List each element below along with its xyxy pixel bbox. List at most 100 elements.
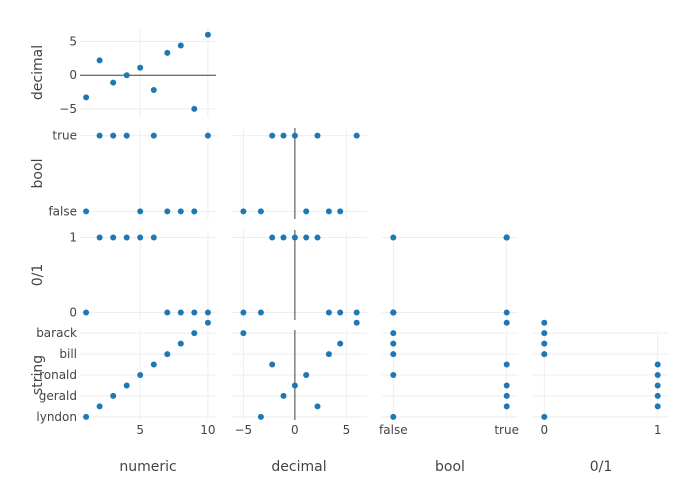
panel-01-vs-numeric	[80, 230, 216, 320]
data-point	[390, 340, 397, 347]
x-tick-label: false	[379, 423, 408, 437]
y-tick-label: lyndon	[36, 410, 77, 424]
data-point	[137, 372, 144, 378]
data-point	[137, 208, 144, 215]
data-point	[83, 94, 90, 101]
x-tick-label: 5	[136, 423, 144, 437]
x-tick-label: true	[494, 423, 519, 437]
x-axis-title: decimal	[271, 459, 326, 475]
data-point	[503, 382, 510, 389]
data-point	[353, 132, 360, 139]
data-point	[337, 208, 344, 215]
data-point	[257, 413, 264, 420]
data-point	[269, 234, 276, 241]
x-axis-title: 0/1	[590, 459, 613, 475]
panel-string-vs-bool	[382, 319, 518, 420]
data-point	[503, 234, 510, 241]
y-axis-title: decimal	[30, 45, 46, 100]
data-point	[654, 403, 661, 410]
data-point	[654, 372, 661, 378]
data-point	[503, 309, 510, 316]
data-point	[110, 234, 117, 241]
data-point	[204, 319, 211, 326]
data-point	[83, 413, 90, 420]
y-tick-label: false	[48, 204, 77, 218]
data-point	[303, 208, 310, 215]
data-point	[269, 132, 276, 139]
data-point	[654, 382, 661, 389]
data-point	[123, 382, 130, 389]
data-point	[191, 309, 198, 316]
data-point	[337, 340, 344, 347]
panel-string-vs-01	[533, 319, 669, 420]
data-point	[191, 330, 198, 337]
y-tick-label: true	[52, 129, 77, 143]
data-point	[269, 361, 276, 368]
data-point	[257, 208, 264, 215]
data-point	[164, 309, 171, 316]
data-point	[503, 392, 510, 399]
data-point	[390, 234, 397, 241]
data-point	[123, 234, 130, 241]
data-point	[150, 234, 157, 241]
data-point	[654, 392, 661, 399]
data-point	[353, 319, 360, 326]
data-point	[110, 132, 117, 139]
x-axis-title: numeric	[119, 459, 176, 475]
data-point	[240, 330, 247, 337]
data-point	[353, 309, 360, 316]
data-point	[110, 79, 117, 86]
data-point	[541, 340, 548, 347]
data-point	[337, 309, 344, 316]
panel-string-vs-numeric	[80, 319, 216, 420]
panel-bool-vs-decimal	[231, 128, 367, 219]
y-axis-title: bool	[30, 159, 46, 189]
x-tick-label: 10	[200, 423, 215, 437]
data-point	[204, 31, 211, 38]
x-axis-title: bool	[435, 459, 465, 475]
data-point	[541, 351, 548, 358]
data-point	[123, 72, 130, 79]
data-point	[204, 132, 211, 139]
data-point	[280, 392, 287, 399]
data-point	[110, 392, 117, 399]
data-point	[240, 309, 247, 316]
x-tick-label: 5	[343, 423, 351, 437]
data-point	[83, 208, 90, 215]
data-point	[177, 42, 184, 49]
data-point	[164, 208, 171, 215]
data-point	[314, 234, 321, 241]
data-point	[257, 309, 264, 316]
data-point	[191, 105, 198, 112]
data-point	[390, 309, 397, 316]
data-point	[123, 132, 130, 139]
data-point	[177, 208, 184, 215]
y-tick-label: ronald	[39, 368, 77, 382]
data-point	[303, 234, 310, 241]
data-point	[291, 234, 298, 241]
data-point	[177, 340, 184, 347]
x-tick-label: 1	[654, 423, 662, 437]
y-tick-label: 5	[69, 34, 77, 48]
data-point	[150, 361, 157, 368]
data-point	[137, 64, 144, 71]
y-tick-label: bill	[59, 347, 77, 361]
panel-bool-vs-numeric	[80, 128, 216, 219]
data-point	[325, 208, 332, 215]
x-tick-label: 0	[291, 423, 299, 437]
panel-decimal-vs-numeric	[80, 28, 216, 117]
data-point	[150, 87, 157, 93]
y-axis-title: string	[30, 355, 46, 395]
data-point	[390, 330, 397, 337]
data-point	[150, 132, 157, 139]
panel-01-vs-bool	[382, 230, 518, 320]
data-point	[503, 361, 510, 368]
data-point	[164, 351, 171, 358]
data-point	[541, 413, 548, 420]
data-point	[654, 361, 661, 368]
y-tick-label: 1	[69, 231, 77, 245]
data-point	[390, 351, 397, 358]
data-point	[96, 234, 103, 241]
panel-01-vs-decimal	[231, 230, 367, 320]
